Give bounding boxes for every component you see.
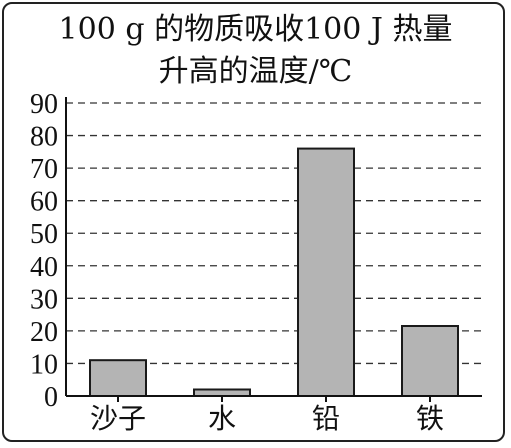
y-tick-label-80: 80 <box>30 122 58 153</box>
y-tick-label-60: 60 <box>30 187 58 218</box>
y-tick-label-20: 20 <box>30 317 58 348</box>
bar-0 <box>89 359 147 398</box>
y-tick-label-30: 30 <box>30 284 58 315</box>
x-category-label-0: 沙子 <box>90 402 146 435</box>
y-tick-label-70: 70 <box>30 154 58 185</box>
y-tick-label-10: 10 <box>30 349 58 380</box>
chart-title-line-1: 100 g 的物质吸收100 J 热量 <box>58 12 453 47</box>
y-tick-label-50: 50 <box>30 219 58 250</box>
x-category-label-3: 铁 <box>416 402 444 435</box>
y-tick-label-0: 0 <box>44 382 58 413</box>
y-tick-label-40: 40 <box>30 252 58 283</box>
y-tick-label-90: 90 <box>30 89 58 120</box>
x-category-label-2: 铅 <box>312 402 340 435</box>
x-category-label-1: 水 <box>208 402 236 435</box>
bar-3 <box>401 325 459 397</box>
chart-title-line-2: 升高的温度/℃ <box>158 54 353 89</box>
bar-2 <box>297 147 355 397</box>
